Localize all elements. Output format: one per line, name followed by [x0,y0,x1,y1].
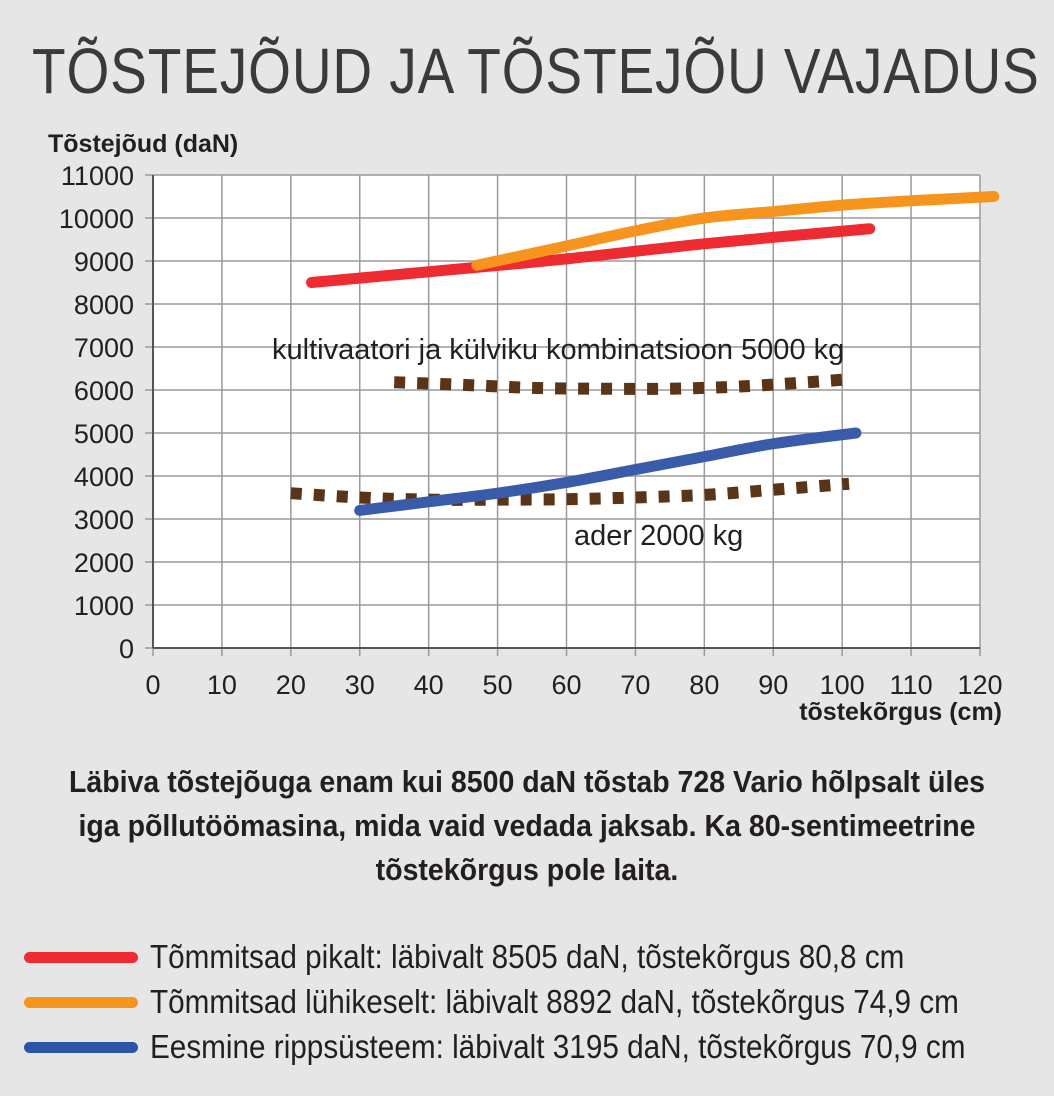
y-tick-label: 6000 [74,376,134,406]
legend-label: Tõmmitsad lühikeselt: läbivalt 8892 daN,… [150,983,959,1020]
x-tick-label: 50 [483,670,513,700]
annotation-cultivator: kultivaatori ja külviku kombinatsioon 50… [272,334,844,366]
y-tick-label: 3000 [74,505,134,535]
y-axis-label: Tõstejõud (daN) [48,130,238,158]
series-line-1 [471,191,1000,271]
x-tick-label: 20 [276,670,306,700]
series-line-0 [306,223,876,288]
page-title: TÕSTEJÕUD JA TÕSTEJÕU VAJADUS [32,35,1040,107]
x-tick-label: 40 [414,670,444,700]
chart: 0 10 20 30 40 50 60 70 80 90 100 110 120 0 1000 2000 300… [48,130,1003,726]
x-tick-label: 30 [345,670,375,700]
x-tick-label: 60 [551,670,581,700]
y-tick-label: 1000 [74,591,134,621]
x-tick-label: 120 [957,670,1002,700]
legend-swatch [24,951,138,963]
legend-item-long-links: Tõmmitsad pikalt: läbivalt 8505 daN, tõs… [24,937,988,977]
caption-line: tõstekõrgus pole laita. [375,852,679,887]
x-tick-label: 110 [890,670,933,700]
y-tick-label: 2000 [74,548,134,578]
series-line-4 [290,477,850,506]
legend-item-short-links: Tõmmitsad lühikeselt: läbivalt 8892 daN,… [24,982,1049,1022]
y-tick-label: 4000 [74,462,134,492]
chart-series [290,191,1000,516]
y-tick-label: 8000 [74,290,134,320]
chart-axes: 0 10 20 30 40 50 60 70 80 90 100 110 120 0 1000 2000 300… [59,161,1003,700]
legend-swatch [24,1041,138,1053]
caption-line: iga põllutöömasina, mida vaid vedada jak… [78,808,976,843]
series-line-2 [354,427,862,516]
legend-label: Eesmine rippsüsteem: läbivalt 3195 daN, … [150,1028,966,1065]
annotation-plough: ader 2000 kg [574,520,743,552]
caption-line: Läbiva tõstejõuga enam kui 8500 daN tõst… [68,764,986,799]
y-tick-label: 7000 [74,333,134,363]
x-tick-label: 70 [620,670,650,700]
x-tick-label: 90 [758,670,788,700]
x-tick-label: 100 [820,670,865,700]
series-line-3 [393,373,850,395]
legend-item-front-hitch: Eesmine rippsüsteem: läbivalt 3195 daN, … [24,1027,1054,1067]
x-axis-label: tõstekõrgus (cm) [799,698,1002,726]
x-tick-label: 10 [207,670,237,700]
chart-caption: Läbiva tõstejõuga enam kui 8500 daN tõst… [42,760,1012,892]
chart-labels: Tõstejõud (daN) tõstekõrgus (cm) kultiva… [48,130,1002,726]
y-tick-label: 9000 [74,247,134,277]
x-tick-label: 0 [145,670,160,700]
y-tick-label: 0 [119,634,134,664]
y-tick-label: 10000 [59,204,134,234]
legend-label: Tõmmitsad pikalt: läbivalt 8505 daN, tõs… [150,938,905,975]
x-tick-label: 80 [689,670,719,700]
y-tick-label: 5000 [74,419,134,449]
legend-swatch [24,996,138,1008]
y-tick-label: 11000 [61,161,134,191]
